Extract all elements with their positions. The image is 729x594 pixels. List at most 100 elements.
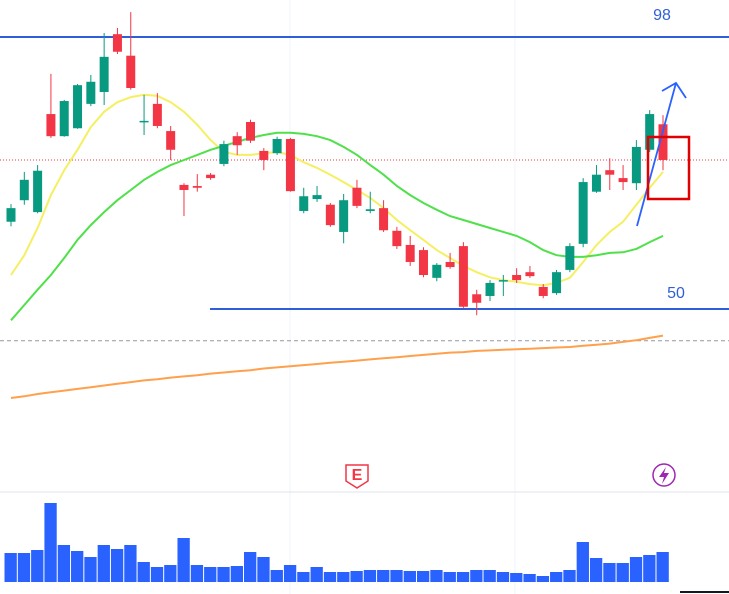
volume-bar <box>257 557 270 582</box>
volume-bar <box>629 557 643 582</box>
candle-body <box>379 208 389 231</box>
candle-body <box>246 122 256 141</box>
earnings-label: E <box>352 467 363 484</box>
lightning-icon <box>659 467 669 484</box>
candle-body <box>538 286 548 296</box>
candle <box>126 12 136 90</box>
candle-body <box>6 208 16 222</box>
volume-bar <box>17 553 31 582</box>
volume-bar <box>71 551 84 582</box>
candle-body <box>405 244 415 262</box>
candle <box>285 137 295 192</box>
volume-bar <box>124 545 137 582</box>
candle-body <box>458 246 468 307</box>
moving-average-line <box>10 334 664 399</box>
candle <box>512 268 522 283</box>
volume-bar <box>603 563 616 582</box>
candle <box>152 93 162 129</box>
candle-body <box>605 170 615 175</box>
candle <box>33 165 43 214</box>
candle-body <box>206 174 216 179</box>
candle-body <box>112 34 122 52</box>
candle-body <box>259 150 269 160</box>
volume-bar <box>536 576 550 582</box>
candle-body <box>312 195 322 200</box>
volume-bar <box>589 558 603 582</box>
candle-body <box>152 103 162 126</box>
volume-bar <box>337 572 350 582</box>
volume-bar <box>576 542 589 582</box>
candle <box>392 226 402 249</box>
candle <box>232 132 242 155</box>
candle <box>179 183 189 217</box>
volume-bar <box>483 570 496 582</box>
candle-body <box>645 114 655 150</box>
volume-bar <box>110 549 124 582</box>
volume-bar <box>363 570 377 582</box>
level-label: 50 <box>667 285 685 302</box>
volume-bar <box>377 570 390 582</box>
volume-bar <box>137 562 150 582</box>
volume-bar <box>57 545 71 582</box>
volume-bar <box>350 571 363 582</box>
volume-bar <box>656 552 669 582</box>
candle-body <box>33 170 43 213</box>
candle <box>312 186 322 202</box>
volume-bar <box>563 570 576 582</box>
candle-body <box>339 200 349 232</box>
candle-body <box>325 204 335 226</box>
candle <box>432 263 442 282</box>
earnings-icon <box>345 464 369 489</box>
candle-body <box>552 272 562 294</box>
candle <box>578 178 588 248</box>
volume-bar <box>31 550 44 582</box>
volume-bar <box>456 572 470 582</box>
candle-body <box>232 136 242 146</box>
candle <box>605 158 615 191</box>
candle-body <box>392 230 402 247</box>
candle <box>166 125 176 160</box>
candle <box>219 140 229 167</box>
volume-bar <box>4 553 17 582</box>
volume-bar <box>150 567 164 582</box>
candle <box>6 204 16 227</box>
candle <box>206 173 216 180</box>
candle-body <box>73 85 83 129</box>
candle-body <box>352 187 362 206</box>
candle-body <box>219 144 229 164</box>
highlight-box <box>646 135 691 201</box>
candle-body <box>418 250 428 276</box>
candle <box>86 74 96 107</box>
volume-bar <box>177 538 190 582</box>
candle-body <box>618 178 628 183</box>
candle-body <box>299 196 309 211</box>
candle <box>525 265 535 278</box>
volume-bar <box>390 570 403 582</box>
volume-bar <box>164 565 177 582</box>
candle-body <box>86 81 96 104</box>
candle-body <box>285 139 295 192</box>
candle <box>339 193 349 244</box>
candle <box>272 136 282 155</box>
volume-bar <box>310 567 323 582</box>
volume-bar <box>230 566 244 582</box>
trend-arrow <box>636 81 687 227</box>
candle <box>405 235 415 266</box>
candle <box>365 191 375 214</box>
volume-bar <box>97 545 110 582</box>
candle-body <box>59 101 69 137</box>
candle-body <box>272 139 282 154</box>
candle-body <box>192 186 202 188</box>
volume-bar <box>430 570 443 582</box>
candle-body <box>445 261 455 268</box>
candle <box>73 84 83 129</box>
candle <box>458 242 468 308</box>
candle-body <box>126 55 136 89</box>
candle <box>485 280 495 302</box>
candle-body <box>658 124 668 160</box>
candle-body <box>631 146 641 184</box>
candle-body <box>365 209 375 211</box>
volume-bar <box>323 572 337 582</box>
candle <box>591 165 601 193</box>
